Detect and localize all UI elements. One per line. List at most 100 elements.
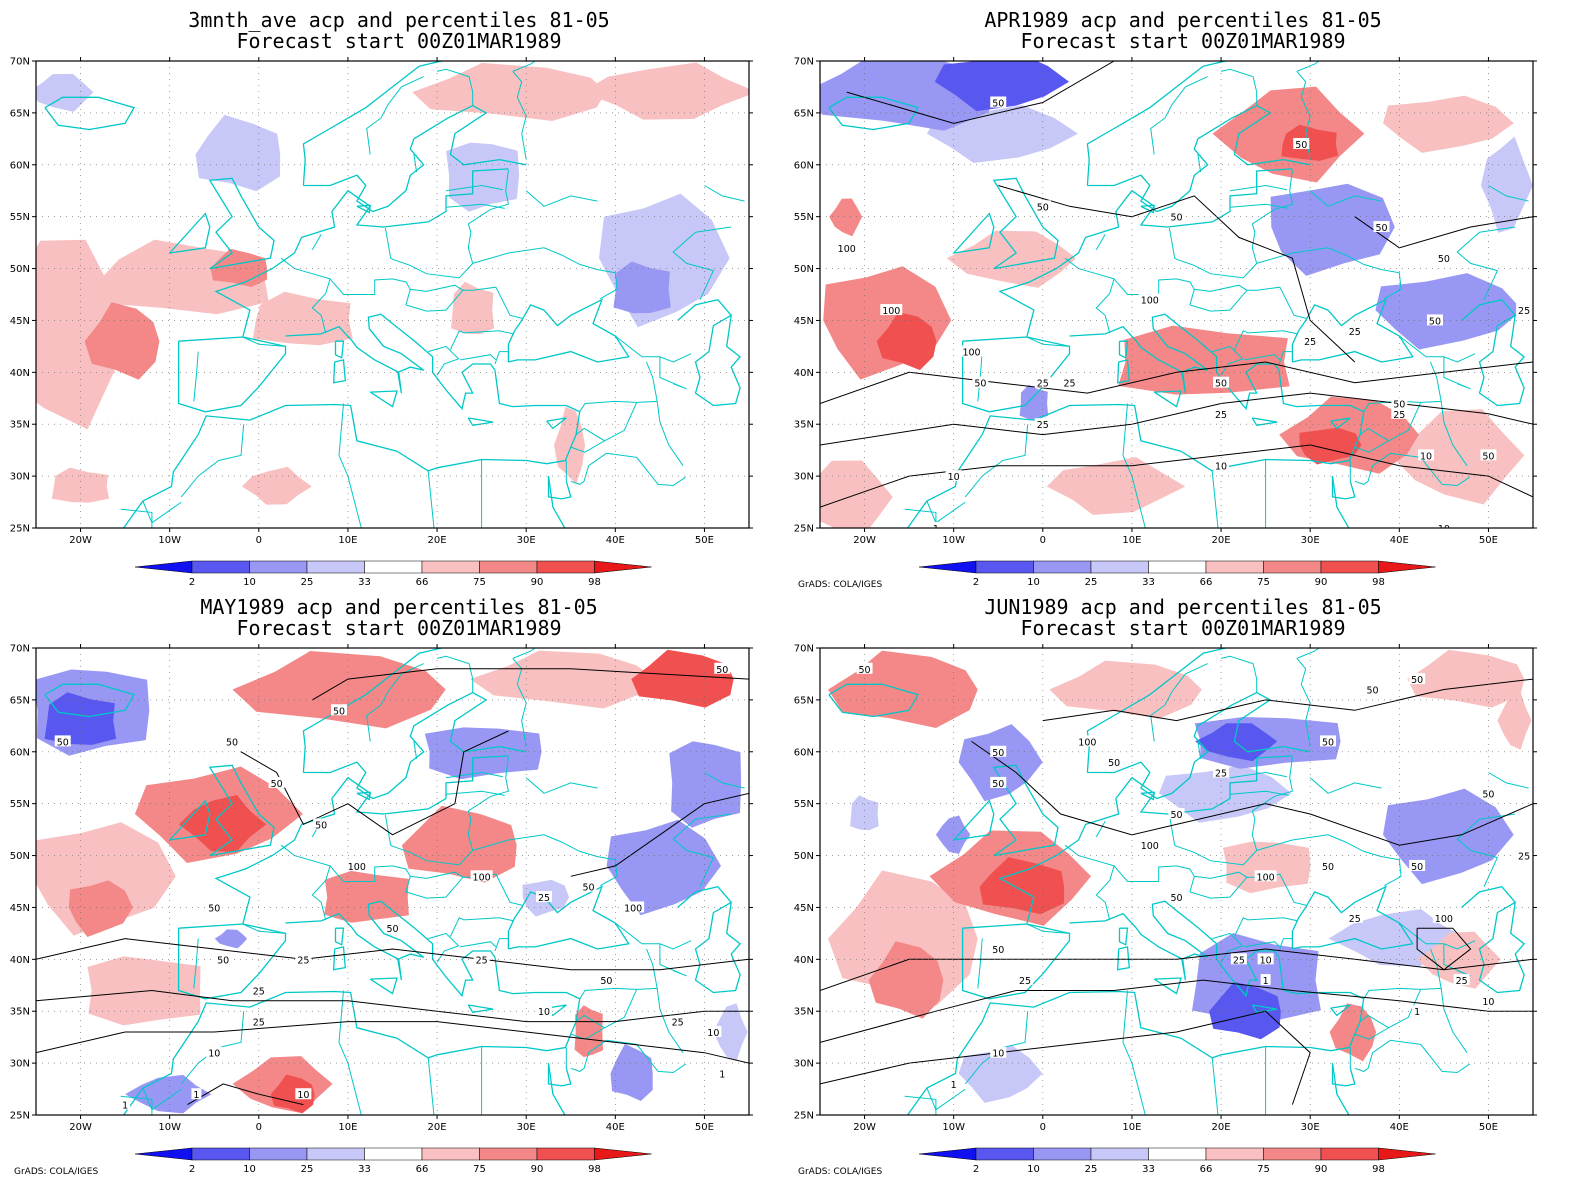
contour-label-bg [1260,974,1271,986]
contour-label: 1 [719,1069,725,1080]
coastline [507,885,630,950]
country-border [193,938,199,989]
wet-anomaly-region [1497,692,1532,750]
contour-label-bg [1435,252,1452,264]
colorbar-segment [421,1147,480,1161]
country-border [436,655,474,693]
colorbar-arrow-high [594,560,652,574]
wet-anomaly-region [470,650,657,709]
contour-label: 25 [1215,769,1227,780]
lat-label: 50N [794,264,814,275]
country-border [512,658,527,747]
country-border [1440,988,1468,1053]
country-border [1113,865,1195,893]
country-border [494,351,509,365]
contour-line [312,668,749,701]
coastline [547,1063,572,1087]
colorbar-label: 90 [531,577,544,588]
contour-label-bg [1213,376,1230,388]
contour-label-bg [345,859,368,871]
contour-label: 25 [1233,955,1245,966]
contour-label-bg [705,1025,722,1037]
contour-label: 50 [992,945,1004,956]
contour-label-bg [1168,210,1185,222]
dry-anomaly-region [1019,384,1049,420]
wet-anomaly-region [451,281,495,335]
wet-anomaly-region [946,230,1076,288]
dry-anomaly-region [610,1043,653,1101]
contour-label-bg [1213,459,1230,471]
contour-label: 10 [992,1049,1004,1060]
wet-anomaly-region [1407,649,1525,708]
contour-label: 25 [1304,337,1316,348]
colorbar-arrow-high [1378,560,1436,574]
lon-label: 0 [1040,535,1046,546]
lat-label: 65N [10,108,30,119]
contour-label: 50 [1375,223,1387,234]
lon-label: 20W [853,535,876,546]
coastline [303,104,527,213]
wet-anomaly-region [68,880,133,937]
contour-label: 50 [226,737,238,748]
contour-label: 25 [476,955,488,966]
dry-anomaly-region [713,1003,748,1061]
colorbar-segment [536,560,595,574]
lon-label: 30E [1301,1122,1320,1133]
country-border [460,354,497,361]
coastline [1251,1004,1278,1014]
coastline [302,61,536,186]
contour-label-bg [948,1077,959,1089]
lon-label: 10W [942,1122,965,1133]
country-border [1064,844,1115,921]
country-border [1150,663,1208,742]
lat-label: 45N [10,316,30,327]
lon-label: 10W [158,1122,181,1133]
contour-label: 25 [253,986,265,997]
country-border [1296,648,1320,659]
country-border [428,345,460,376]
colorbar: 2 10 25 33 66 75 90 98 [134,1147,652,1175]
wet-anomaly-region [232,651,446,729]
contour-label: 50 [992,748,1004,759]
colorbar-label: 10 [1027,1164,1040,1175]
country-border [704,772,745,789]
lon-label: 0 [256,1122,262,1133]
contour-label: 25 [1393,410,1405,421]
coastline [546,417,567,430]
lat-label: 25N [10,524,30,535]
dry-anomaly-region [850,795,879,831]
contour-label-bg [313,818,330,830]
country-border [672,813,732,887]
contour-label-bg [1373,221,1390,233]
lon-label: 20W [69,1122,92,1133]
contour-label-bg [384,922,401,934]
coastline [1461,298,1526,407]
contour-label: 100 [624,903,642,914]
contour-label: 10 [1420,451,1432,462]
wet-anomaly-region [179,795,267,853]
colorbar-label: 2 [973,577,979,588]
contour-label: 25 [1019,976,1031,987]
panel-subtitle: Forecast start 00Z01MAR1989 [1020,616,1346,640]
colorbar-label: 75 [1257,577,1270,588]
wet-anomaly-region [84,302,160,380]
contour-line [820,948,1533,991]
country-border [512,61,536,72]
contour-label: 50 [333,706,345,717]
contour-label-bg [714,662,731,674]
panel-title: JUN1989 acp and percentiles 81-05 [984,595,1382,619]
panel-title: APR1989 acp and percentiles 81-05 [984,8,1382,32]
country-border [1488,185,1529,202]
lat-label: 50N [10,851,30,862]
contour-label: 50 [1170,810,1182,821]
wet-anomaly-region [1281,124,1339,161]
coastline [334,340,345,359]
dry-anomaly-region [1158,765,1292,823]
contour-line [570,792,749,877]
colorbar-segment [1320,1147,1379,1161]
lon-label: 0 [1040,1122,1046,1133]
lon-label: 10E [1122,1122,1141,1133]
contour-label: 50 [1367,686,1379,697]
colorbar-segment [306,1147,365,1161]
colorbar-arrow-low [918,560,977,574]
